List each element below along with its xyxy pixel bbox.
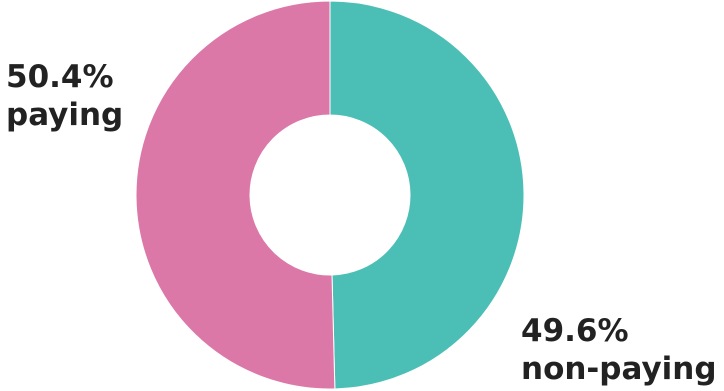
donut-slice-paying bbox=[135, 0, 336, 390]
slice-label-non-paying: 49.6% non-paying bbox=[521, 312, 717, 388]
slice-percent-non-paying: 49.6% bbox=[521, 313, 629, 349]
donut-slices bbox=[135, 0, 525, 390]
slice-name-paying: paying bbox=[6, 97, 124, 133]
slice-percent-paying: 50.4% bbox=[6, 59, 114, 95]
slice-label-paying: 50.4% paying bbox=[6, 58, 123, 134]
slice-name-non-paying: non-paying bbox=[521, 351, 717, 387]
donut-slice-non-paying bbox=[329, 0, 525, 390]
